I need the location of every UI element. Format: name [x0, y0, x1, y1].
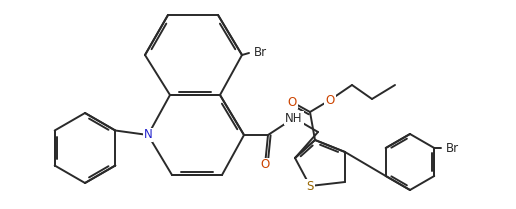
Text: O: O [261, 158, 270, 172]
Text: O: O [287, 96, 297, 108]
Text: NH: NH [285, 111, 303, 125]
Text: S: S [307, 180, 314, 192]
Text: Br: Br [446, 141, 459, 154]
Text: O: O [326, 93, 334, 107]
Text: Br: Br [253, 46, 267, 60]
Text: N: N [143, 129, 152, 141]
